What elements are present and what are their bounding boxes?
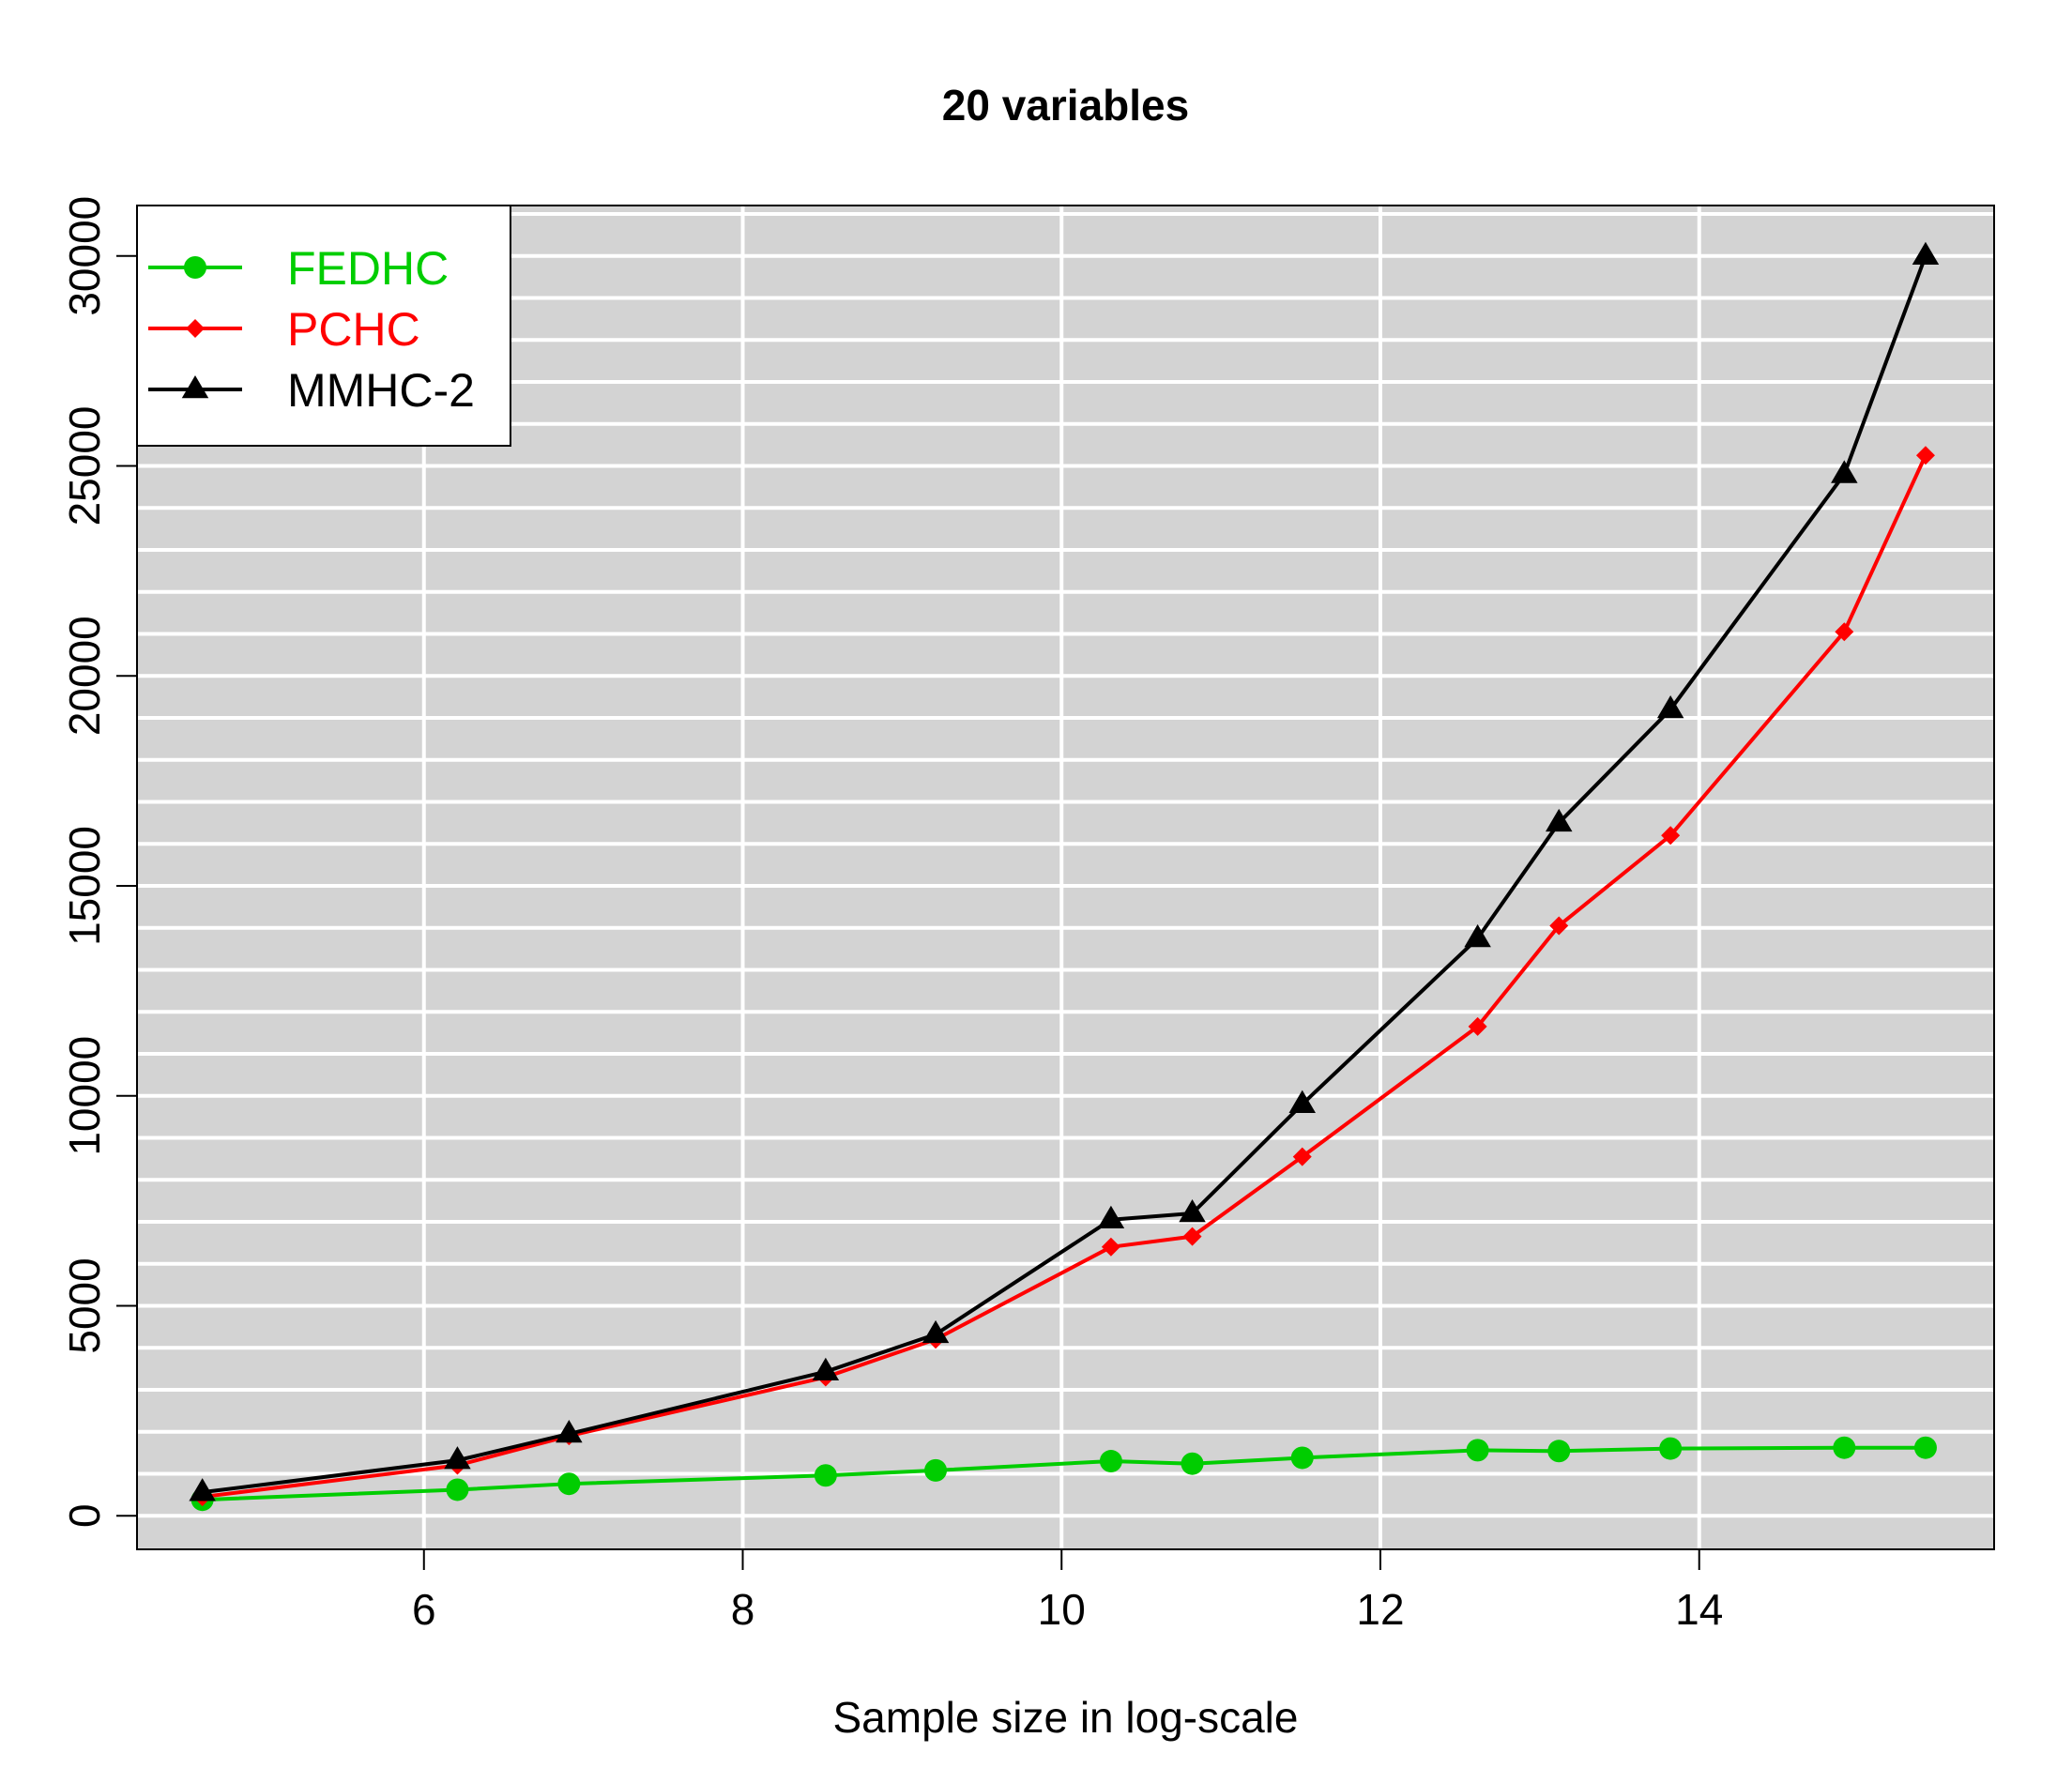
data-point-pchc <box>1915 446 1935 465</box>
data-point-mmhc-2 <box>1656 695 1684 719</box>
series-fedhc <box>190 1436 1937 1512</box>
data-point-pchc <box>1835 622 1854 642</box>
x-tick-label: 10 <box>1038 1585 1086 1634</box>
data-point-pchc <box>1182 1227 1202 1246</box>
legend-marker-fedhc <box>184 256 206 279</box>
legend-marker-mmhc-2 <box>181 375 209 399</box>
legend-marker-pchc <box>186 319 205 338</box>
data-point-fedhc <box>1547 1440 1571 1463</box>
data-point-pchc <box>1661 826 1681 846</box>
y-tick-label: 30000 <box>60 196 109 316</box>
data-point-mmhc-2 <box>922 1319 950 1344</box>
data-point-fedhc <box>1833 1436 1856 1459</box>
data-point-fedhc <box>446 1478 469 1501</box>
data-point-fedhc <box>814 1464 837 1487</box>
y-tick-label: 25000 <box>60 405 109 526</box>
data-point-fedhc <box>1659 1437 1683 1460</box>
data-point-mmhc-2 <box>1912 241 1940 265</box>
legend-label-pchc: PCHC <box>287 303 420 356</box>
y-tick-label: 20000 <box>60 616 109 736</box>
legend-label-fedhc: FEDHC <box>287 242 449 295</box>
x-tick-label: 6 <box>412 1585 436 1634</box>
data-point-fedhc <box>1181 1452 1204 1475</box>
data-point-mmhc-2 <box>1546 808 1573 832</box>
data-point-mmhc-2 <box>1097 1205 1125 1229</box>
legend-label-mmhc-2: MMHC-2 <box>287 364 475 417</box>
data-point-pchc <box>1468 1016 1487 1036</box>
chart-title: 20 variables <box>942 81 1189 130</box>
x-tick-label: 12 <box>1356 1585 1404 1634</box>
data-point-fedhc <box>557 1472 581 1496</box>
x-axis-label: Sample size in log-scale <box>832 1693 1298 1742</box>
x-tick-label: 14 <box>1675 1585 1723 1634</box>
data-point-mmhc-2 <box>189 1478 216 1501</box>
legend: FEDHC PCHC MMHC-2 <box>136 205 511 447</box>
data-point-fedhc <box>1290 1446 1314 1470</box>
data-point-pchc <box>1549 916 1569 936</box>
x-tick-label: 8 <box>731 1585 755 1634</box>
y-axis: 0 5000 10000 15000 20000 25000 30000 <box>60 196 138 1528</box>
data-point-mmhc-2 <box>812 1357 840 1381</box>
data-point-pchc <box>1292 1147 1312 1166</box>
series-layer <box>189 241 1940 1512</box>
y-tick-label: 15000 <box>60 826 109 946</box>
data-point-mmhc-2 <box>444 1446 471 1470</box>
data-point-mmhc-2 <box>1288 1090 1317 1113</box>
x-axis: 6 8 10 12 14 <box>412 1548 1723 1634</box>
data-point-mmhc-2 <box>1831 460 1858 483</box>
y-tick-label: 10000 <box>60 1036 109 1156</box>
data-point-pchc <box>1101 1237 1120 1257</box>
data-point-fedhc <box>924 1458 948 1482</box>
grid <box>137 206 1994 1549</box>
data-point-fedhc <box>1466 1439 1489 1462</box>
data-point-mmhc-2 <box>1464 923 1491 948</box>
series-mmhc-2 <box>189 241 1940 1501</box>
y-tick-label: 0 <box>60 1503 109 1528</box>
data-point-fedhc <box>1099 1450 1122 1473</box>
data-point-mmhc-2 <box>556 1419 583 1443</box>
y-tick-label: 5000 <box>60 1257 109 1353</box>
data-point-fedhc <box>1913 1436 1937 1459</box>
data-point-mmhc-2 <box>1179 1199 1206 1223</box>
